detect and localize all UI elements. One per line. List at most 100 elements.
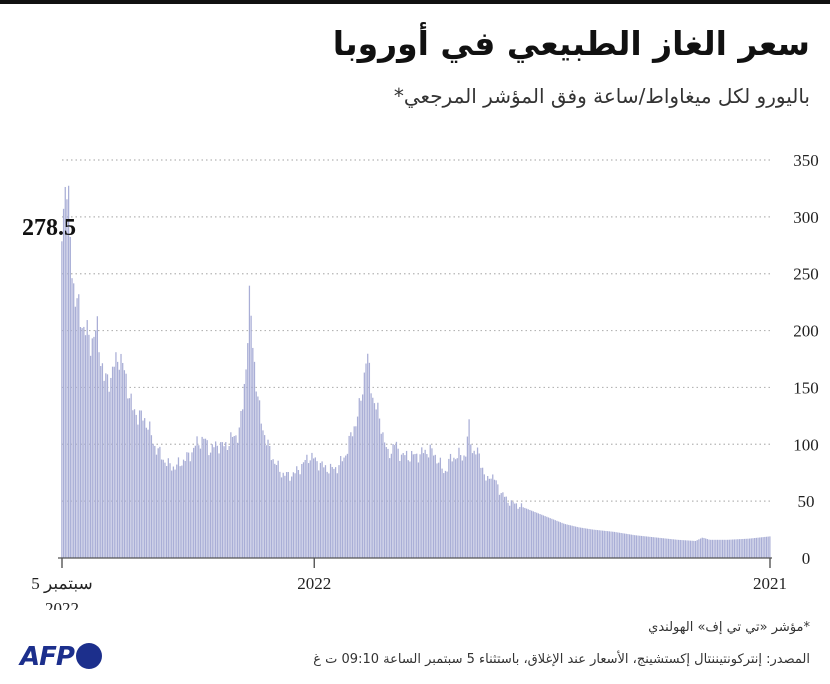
price-bar [247, 343, 249, 558]
price-bar [483, 474, 485, 558]
price-bar [677, 539, 680, 558]
price-bar [204, 438, 207, 558]
price-bar [581, 527, 583, 558]
price-bar [377, 402, 379, 558]
gas-price-chart: 0 50 100 150 200 250 300 350 2021 2022 5 سبتمبر 202… [22, 151, 819, 610]
price-bar [414, 453, 416, 558]
price-bar [220, 442, 222, 558]
price-bar [144, 418, 146, 558]
price-bar [314, 457, 316, 558]
x-tick-label-2021: 2021 [753, 574, 787, 593]
price-bar [186, 452, 188, 558]
price-bar [559, 522, 561, 558]
price-bar [110, 377, 112, 558]
price-bar [421, 447, 423, 558]
y-tick-label: 200 [793, 322, 819, 341]
price-bar [691, 540, 693, 558]
price-bar [466, 436, 469, 558]
price-bar [752, 538, 754, 558]
price-bar [291, 476, 293, 558]
price-bar [203, 438, 205, 558]
price-bar [235, 435, 237, 558]
price-bar [524, 507, 526, 558]
price-bar [334, 467, 337, 558]
price-bar [106, 374, 109, 558]
price-bar [439, 457, 442, 558]
price-bar [140, 410, 142, 558]
price-bar [716, 539, 719, 558]
price-bar [542, 515, 545, 558]
price-bar [475, 454, 477, 558]
price-bar [546, 516, 548, 558]
price-bar [431, 448, 433, 558]
price-bar [395, 441, 398, 558]
price-bar [612, 531, 614, 558]
price-bar [95, 330, 97, 558]
price-bar [583, 528, 585, 558]
price-bar [541, 514, 543, 558]
price-bar [461, 460, 463, 558]
price-bar [285, 472, 288, 558]
price-bar [103, 380, 105, 558]
price-bar [747, 538, 749, 558]
price-bar [399, 460, 401, 558]
price-bar [536, 512, 538, 558]
price-bar [525, 508, 528, 558]
price-bar [331, 467, 333, 558]
price-bar [346, 453, 349, 558]
price-bar [142, 420, 144, 558]
price-bar [64, 186, 66, 558]
price-bar [694, 540, 697, 558]
price-bar [61, 241, 63, 558]
price-bar [492, 474, 494, 558]
price-bar [356, 416, 359, 558]
price-bar [225, 442, 227, 558]
price-bar [193, 447, 195, 558]
price-bar [405, 450, 408, 558]
price-bar [383, 442, 386, 558]
price-bar [215, 441, 217, 558]
price-bar [666, 538, 668, 558]
price-bar [765, 536, 768, 558]
price-bar [206, 440, 208, 558]
price-bar [223, 446, 225, 558]
price-bar [674, 539, 676, 558]
price-bar [128, 398, 131, 558]
price-bar [607, 531, 609, 558]
y-tick-label: 250 [793, 265, 819, 284]
price-bar [427, 457, 430, 558]
price-bar [711, 539, 714, 558]
price-bar [137, 424, 139, 558]
price-bar [706, 539, 708, 558]
price-bar [596, 530, 599, 558]
price-bar [164, 462, 166, 558]
price-bar [471, 453, 474, 558]
price-bar [289, 480, 291, 558]
price-bar [328, 473, 330, 558]
price-bar [563, 523, 565, 558]
price-bar [487, 475, 489, 558]
price-bar [167, 458, 169, 558]
price-bar [132, 410, 134, 558]
price-bar [402, 452, 404, 558]
price-bar [416, 453, 418, 558]
price-bar [350, 432, 352, 558]
price-bar [510, 500, 512, 558]
price-bar [166, 466, 168, 558]
price-bar [473, 450, 475, 558]
price-bar [171, 470, 173, 558]
price-bar [468, 419, 470, 558]
price-bar [755, 537, 757, 558]
price-bar [302, 462, 305, 558]
price-bar [556, 520, 558, 558]
price-bar [460, 455, 462, 558]
price-bar [672, 539, 675, 558]
price-bar [713, 539, 715, 558]
price-bar [184, 460, 186, 558]
price-bar [593, 529, 595, 558]
y-tick-label: 300 [793, 208, 819, 227]
price-bar [689, 540, 692, 558]
price-bar [324, 465, 327, 558]
price-bar [532, 511, 534, 558]
price-bar [159, 446, 161, 558]
